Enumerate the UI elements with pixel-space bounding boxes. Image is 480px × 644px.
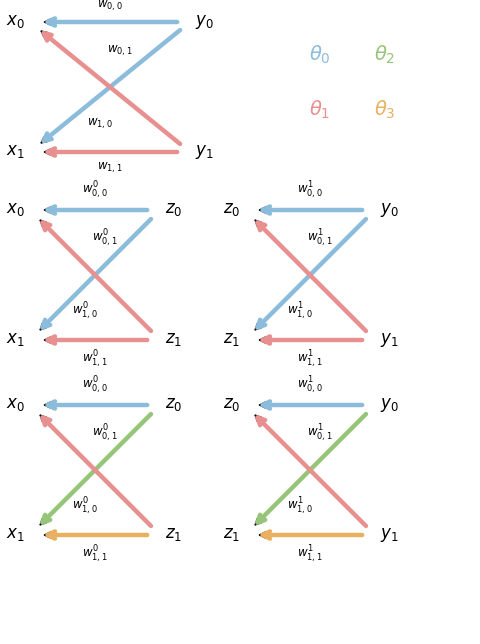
Text: $w^0_{1,0}$: $w^0_{1,0}$	[72, 496, 98, 517]
Text: $w_{0,1}$: $w_{0,1}$	[107, 43, 133, 58]
Text: $w^1_{1,1}$: $w^1_{1,1}$	[297, 349, 323, 370]
Text: $x_1$: $x_1$	[6, 527, 25, 544]
Text: $w^1_{0,1}$: $w^1_{0,1}$	[307, 228, 333, 249]
Text: $z_1$: $z_1$	[165, 332, 182, 348]
Text: $\theta_2$: $\theta_2$	[374, 44, 396, 66]
Text: $w_{0,0}$: $w_{0,0}$	[97, 0, 123, 13]
Text: $z_0$: $z_0$	[165, 397, 182, 413]
Text: $y_0$: $y_0$	[380, 396, 399, 414]
Text: $w_{1,1}$: $w_{1,1}$	[97, 161, 123, 175]
Text: $w^0_{0,0}$: $w^0_{0,0}$	[82, 180, 108, 201]
Text: $y_0$: $y_0$	[380, 201, 399, 219]
Text: $w^1_{1,0}$: $w^1_{1,0}$	[287, 301, 313, 322]
Text: $w^1_{1,1}$: $w^1_{1,1}$	[297, 544, 323, 565]
Text: $w^0_{0,0}$: $w^0_{0,0}$	[82, 375, 108, 396]
Text: $\theta_3$: $\theta_3$	[374, 99, 396, 121]
Text: $w^0_{0,1}$: $w^0_{0,1}$	[92, 423, 118, 444]
Text: $x_1$: $x_1$	[6, 332, 25, 348]
Text: $y_1$: $y_1$	[380, 526, 398, 544]
Text: $x_0$: $x_0$	[6, 397, 25, 413]
Text: $\theta_0$: $\theta_0$	[309, 44, 331, 66]
Text: $w^1_{1,0}$: $w^1_{1,0}$	[287, 496, 313, 517]
Text: $w^0_{0,1}$: $w^0_{0,1}$	[92, 228, 118, 249]
Text: $y_1$: $y_1$	[195, 143, 214, 161]
Text: $y_1$: $y_1$	[380, 331, 398, 349]
Text: $w^1_{0,0}$: $w^1_{0,0}$	[297, 375, 323, 396]
Text: $z_1$: $z_1$	[223, 527, 240, 544]
Text: $x_0$: $x_0$	[6, 202, 25, 218]
Text: $z_0$: $z_0$	[165, 202, 182, 218]
Text: $w_{1,0}$: $w_{1,0}$	[87, 116, 113, 131]
Text: $\theta_1$: $\theta_1$	[309, 99, 331, 121]
Text: $w^0_{1,1}$: $w^0_{1,1}$	[82, 349, 108, 370]
Text: $z_1$: $z_1$	[165, 527, 182, 544]
Text: $x_0$: $x_0$	[6, 14, 25, 30]
Text: $w^0_{1,1}$: $w^0_{1,1}$	[82, 544, 108, 565]
Text: $z_0$: $z_0$	[223, 202, 240, 218]
Text: $w^1_{0,0}$: $w^1_{0,0}$	[297, 180, 323, 201]
Text: $w^0_{1,0}$: $w^0_{1,0}$	[72, 301, 98, 322]
Text: $y_0$: $y_0$	[195, 13, 214, 31]
Text: $z_0$: $z_0$	[223, 397, 240, 413]
Text: $w^1_{0,1}$: $w^1_{0,1}$	[307, 423, 333, 444]
Text: $z_1$: $z_1$	[223, 332, 240, 348]
Text: $x_1$: $x_1$	[6, 144, 25, 160]
